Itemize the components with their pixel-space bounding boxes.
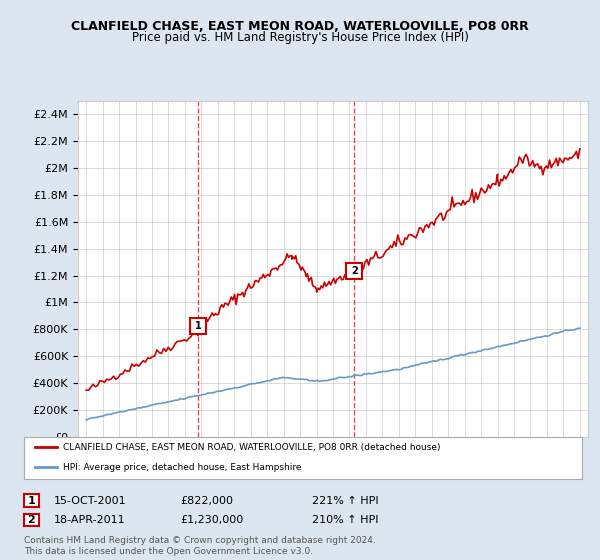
Text: CLANFIELD CHASE, EAST MEON ROAD, WATERLOOVILLE, PO8 0RR (detached house): CLANFIELD CHASE, EAST MEON ROAD, WATERLO… [63, 443, 440, 452]
Text: HPI: Average price, detached house, East Hampshire: HPI: Average price, detached house, East… [63, 463, 302, 472]
Text: £822,000: £822,000 [180, 496, 233, 506]
Text: 1: 1 [194, 321, 202, 332]
Text: 210% ↑ HPI: 210% ↑ HPI [312, 515, 379, 525]
Text: 221% ↑ HPI: 221% ↑ HPI [312, 496, 379, 506]
Text: CLANFIELD CHASE, EAST MEON ROAD, WATERLOOVILLE, PO8 0RR: CLANFIELD CHASE, EAST MEON ROAD, WATERLO… [71, 20, 529, 32]
Text: £1,230,000: £1,230,000 [180, 515, 243, 525]
Text: 2: 2 [28, 515, 35, 525]
Text: 2: 2 [351, 267, 358, 277]
Text: Price paid vs. HM Land Registry's House Price Index (HPI): Price paid vs. HM Land Registry's House … [131, 31, 469, 44]
Text: 15-OCT-2001: 15-OCT-2001 [54, 496, 127, 506]
Text: Contains HM Land Registry data © Crown copyright and database right 2024.
This d: Contains HM Land Registry data © Crown c… [24, 536, 376, 556]
Text: 1: 1 [28, 496, 35, 506]
Text: 18-APR-2011: 18-APR-2011 [54, 515, 125, 525]
